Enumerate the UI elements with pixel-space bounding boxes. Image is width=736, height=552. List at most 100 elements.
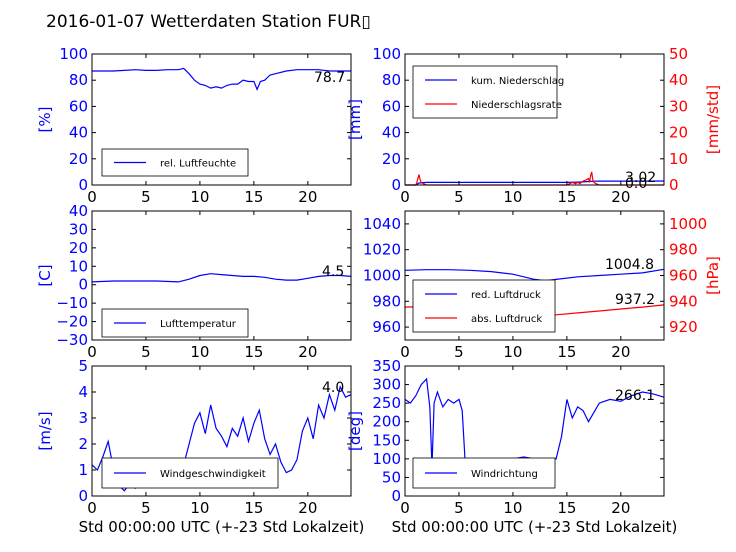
plot-frame — [404, 53, 665, 186]
y-tick-label: 30 — [69, 220, 88, 238]
y-tick-label-right: 920 — [669, 318, 698, 336]
last-value-label: 3.02 — [625, 170, 656, 186]
legend: kum. Niederschlag Niederschlagsrate — [412, 65, 564, 119]
x-tick-label: 0 — [400, 188, 410, 206]
x-tick-label: 5 — [454, 499, 464, 517]
y-tick-label: 1020 — [363, 241, 401, 259]
y-axis-label: [m/s] — [36, 411, 54, 450]
legend: Lufttemperatur — [101, 308, 249, 338]
y-tick-label-right: 20 — [669, 124, 688, 142]
y-tick-label: 5 — [78, 357, 88, 375]
legend-entry: Niederschlagsrate — [471, 100, 562, 111]
y-tick-label-right: 960 — [669, 267, 698, 285]
x-tick-label: 15 — [557, 499, 576, 517]
y-tick-label: 1040 — [363, 215, 401, 233]
y-tick-label: 960 — [372, 318, 401, 336]
x-tick-label: 15 — [244, 499, 263, 517]
y-tick-label: 350 — [372, 357, 401, 375]
y-tick-label: 1 — [78, 461, 88, 479]
x-tick-label: 0 — [87, 188, 97, 206]
y-tick-label-right: 40 — [669, 71, 688, 89]
x-tick-label: 0 — [87, 343, 97, 361]
legend-entry: rel. Luftfeuchte — [160, 159, 236, 170]
legend-entry: kum. Niederschlag — [471, 76, 564, 87]
panel-4: 0 5 10 15 20 960 980 1000 1020 1040 920 940 960 980 10… — [363, 210, 722, 361]
y-tick-label-right: 940 — [669, 292, 698, 310]
legend: Windgeschwindigkeit — [101, 457, 279, 489]
x-tick-label: 10 — [190, 188, 209, 206]
last-value-label: 0.0 — [625, 176, 647, 192]
plot-frame — [404, 365, 665, 497]
figure-title: 2016-01-07 Wetterdaten Station FUR▯ — [46, 12, 371, 32]
x-tick-label: 20 — [298, 188, 317, 206]
y-tick-label: 4 — [78, 383, 88, 401]
x-tick-label: 5 — [141, 188, 151, 206]
last-value-label: 4.5 — [322, 264, 344, 280]
y-tick-label: 10 — [69, 257, 88, 275]
x-tick-label: 20 — [298, 499, 317, 517]
y-tick-label: 100 — [59, 45, 88, 63]
x-tick-label: 15 — [244, 188, 263, 206]
panel-5: 0 5 10 15 20 0 1 2 3 4 5 [m/s] Std 00:00:00 UTC (+-2… — [36, 357, 364, 536]
y-tick-label-right: 30 — [669, 97, 688, 115]
x-tick-label: 0 — [400, 499, 410, 517]
y-tick-label: 40 — [69, 124, 88, 142]
y-tick-label: 300 — [372, 376, 401, 394]
legend-box — [412, 65, 558, 119]
y-tick-label: 100 — [372, 45, 401, 63]
last-value-label: 266.1 — [615, 388, 655, 404]
legend-entry: Windgeschwindigkeit — [160, 469, 266, 480]
x-tick-label: 20 — [611, 499, 630, 517]
x-tick-label: 20 — [298, 343, 317, 361]
y-tick-label: 1000 — [363, 267, 401, 285]
y-tick-label: 80 — [69, 71, 88, 89]
y-tick-label-right: 1000 — [669, 215, 707, 233]
y-tick-label: 980 — [372, 292, 401, 310]
y-tick-label: 50 — [382, 468, 401, 486]
series-line-1-1 — [92, 67, 351, 91]
y-axis-label: [mm] — [346, 99, 364, 140]
y-axis-label-right: [mm/std] — [704, 85, 722, 154]
y-tick-label: 0 — [78, 487, 88, 505]
legend: Windrichtung — [412, 457, 556, 489]
legend-entry: red. Luftdruck — [471, 290, 541, 301]
y-tick-label: 40 — [382, 124, 401, 142]
y-tick-label: 0 — [391, 487, 401, 505]
x-tick-label: 15 — [557, 188, 576, 206]
y-tick-label-right: 980 — [669, 241, 698, 259]
legend-entry: Lufttemperatur — [160, 319, 237, 330]
x-axis-label: Std 00:00:00 UTC (+-23 Std Lokalzeit) — [79, 518, 365, 536]
y-tick-label: 200 — [372, 413, 401, 431]
y-tick-label: 2 — [78, 435, 88, 453]
y-tick-label: 60 — [382, 97, 401, 115]
y-tick-label-right: 50 — [669, 45, 688, 63]
last-value-label: 78.7 — [314, 70, 345, 86]
legend: rel. Luftfeuchte — [101, 148, 249, 177]
y-tick-label: 40 — [69, 202, 88, 220]
x-tick-label: 5 — [141, 343, 151, 361]
y-tick-label: 150 — [372, 431, 401, 449]
plot-frame — [91, 210, 352, 341]
series-line-2-2 — [405, 171, 664, 186]
y-tick-label: 100 — [372, 450, 401, 468]
y-tick-label-right: 0 — [669, 176, 679, 194]
x-tick-label: 5 — [454, 188, 464, 206]
x-tick-label: 5 — [454, 343, 464, 361]
y-tick-label: 20 — [382, 150, 401, 168]
y-tick-label: 20 — [69, 239, 88, 257]
last-value-label: 937.2 — [615, 292, 655, 308]
legend-entry: Windrichtung — [471, 469, 538, 480]
x-tick-label: 20 — [611, 188, 630, 206]
x-tick-label: 10 — [190, 499, 209, 517]
y-axis-label: [deg] — [346, 411, 364, 451]
x-axis-label: Std 00:00:00 UTC (+-23 Std Lokalzeit) — [392, 518, 678, 536]
x-tick-label: 10 — [190, 343, 209, 361]
panel-3: 0 5 10 15 20−30−20−10010203040[C]Lufttempera… — [36, 202, 352, 361]
legend-box — [412, 279, 556, 333]
y-tick-label: 60 — [69, 97, 88, 115]
panel-2: 0 5 10 15 20 0 20 40 60 80 100 0 10 20 30 40 50 [mm] [mm/s… — [346, 45, 722, 206]
legend-entry: abs. Luftdruck — [471, 314, 542, 325]
y-tick-label: 250 — [372, 394, 401, 412]
